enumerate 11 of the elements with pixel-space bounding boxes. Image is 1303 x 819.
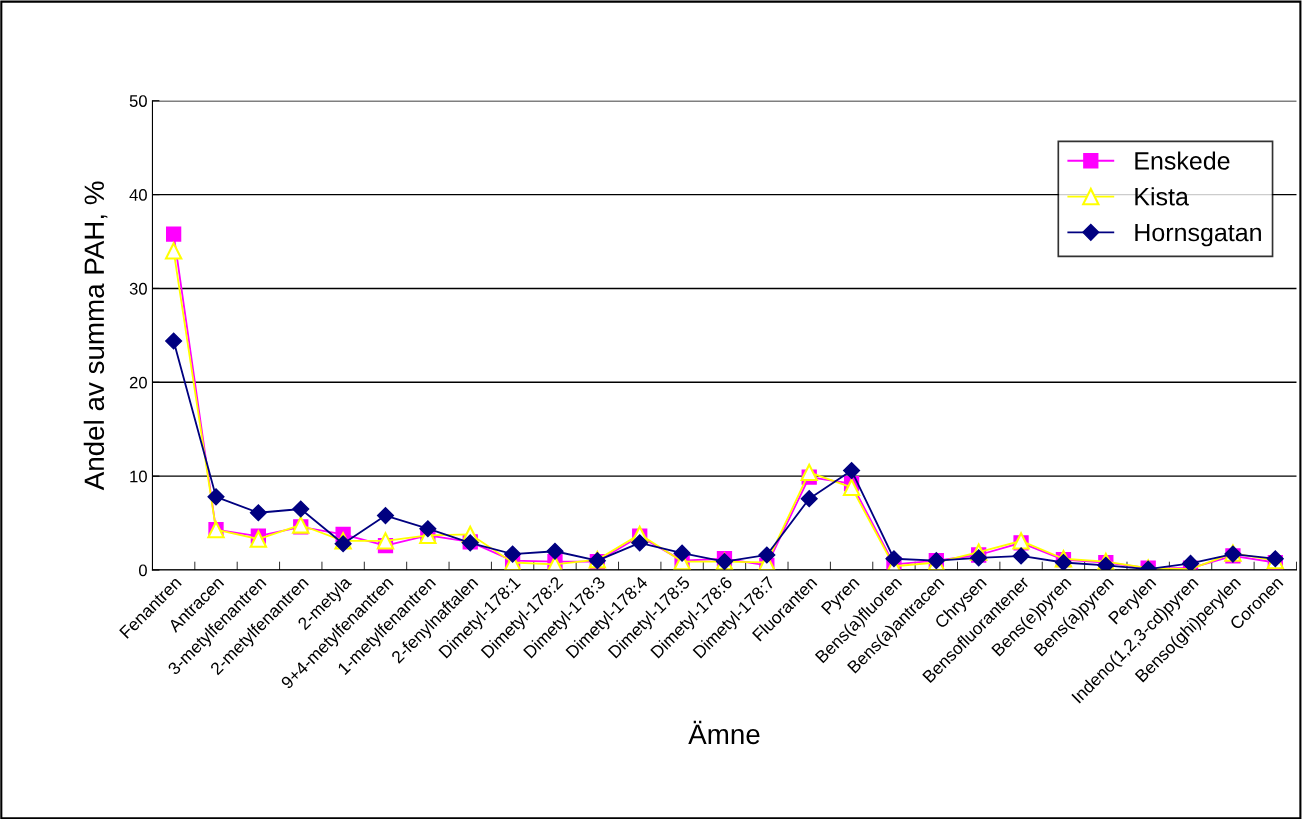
- x-axis-title: Ämne: [688, 720, 760, 745]
- legend-label: Kista: [1135, 187, 1189, 206]
- y-tick-label: 30: [129, 282, 147, 295]
- legend-label: Hornsgatan: [1135, 223, 1261, 247]
- y-tick-label: 10: [130, 470, 147, 483]
- legend-label: Enskede: [1135, 151, 1230, 170]
- y-tick-label: 0: [138, 564, 147, 577]
- y-tick-label: 50: [129, 95, 147, 107]
- y-axis-title: Andel av summa PAH, %: [83, 181, 108, 491]
- y-tick-label: 20: [129, 376, 147, 389]
- y-tick-label: 40: [129, 189, 147, 201]
